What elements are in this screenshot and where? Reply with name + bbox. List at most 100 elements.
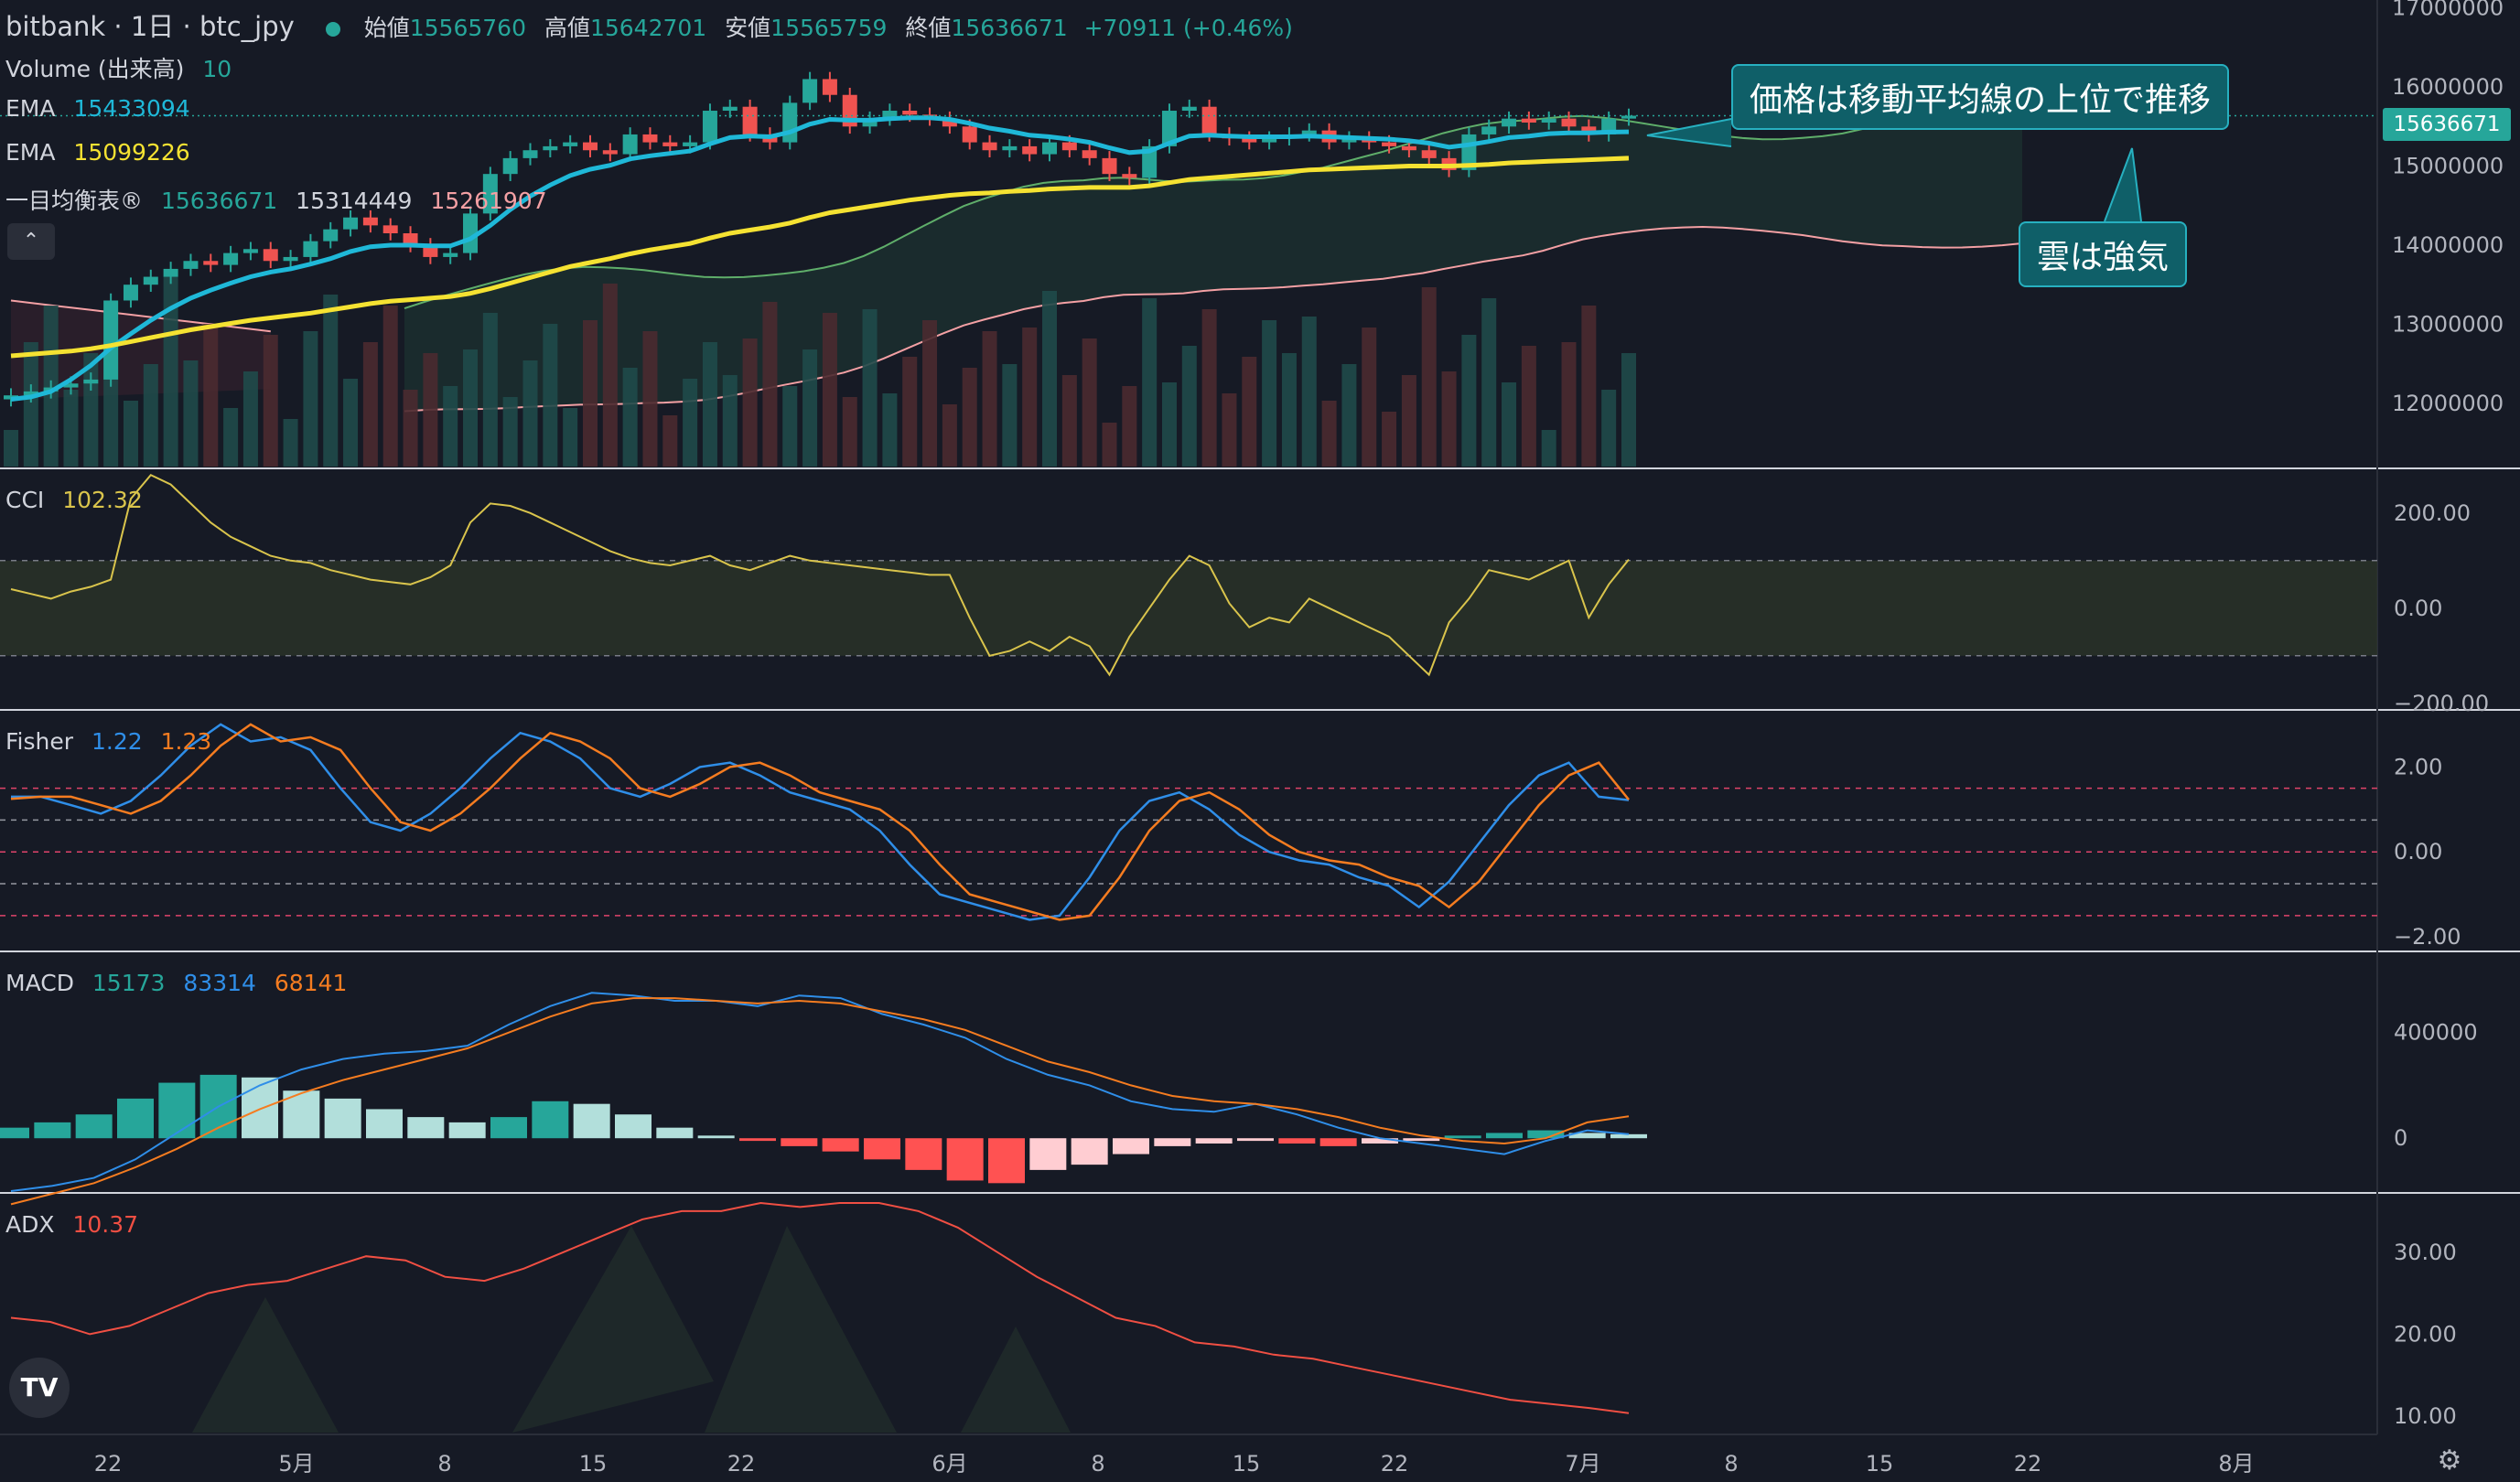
fisher-axis-label: 2.00 — [2394, 754, 2442, 779]
candle-body — [1082, 150, 1097, 158]
volume-bar — [323, 295, 339, 467]
open-label: 始値 — [363, 15, 410, 41]
candle-body — [263, 249, 278, 262]
volume-bar — [722, 375, 738, 467]
macd-histogram-bar — [117, 1098, 154, 1139]
volume-bar — [1541, 430, 1556, 467]
legend-macd[interactable]: MACD 15173 83314 68141 — [5, 970, 347, 996]
legend-ema-fast[interactable]: EMA 15433094 — [5, 95, 190, 122]
legend-cci[interactable]: CCI 102.32 — [5, 487, 143, 513]
ema-slow-label: EMA — [5, 139, 56, 166]
collapse-legend-button[interactable]: ⌃ — [7, 223, 55, 260]
candle-body — [522, 150, 538, 158]
macd-value-3: 68141 — [274, 970, 348, 996]
candle-body — [203, 261, 219, 265]
macd-histogram-bar — [1113, 1138, 1149, 1154]
candle-body — [242, 249, 258, 253]
cci-axis-label: 200.00 — [2394, 500, 2471, 526]
header-line: bitbank · 1日 · btc_jpy 始値15565760 高値1564… — [5, 5, 1293, 44]
volume-bar — [1502, 382, 1517, 467]
macd-histogram-bar — [739, 1138, 776, 1142]
change-value: +70911 (+0.46%) — [1083, 15, 1293, 41]
candle-body — [103, 300, 119, 380]
ichimoku-cloud-bullish — [404, 91, 2022, 412]
callout-cloud-bullish[interactable]: 雲は強気 — [2019, 221, 2188, 287]
legend-fisher[interactable]: Fisher 1.22 1.23 — [5, 728, 211, 755]
volume-bar — [683, 379, 698, 467]
macd-histogram-bar — [1403, 1138, 1440, 1142]
fisher-value-2: 1.23 — [160, 728, 212, 755]
macd-signal-line — [10, 997, 1630, 1206]
candle-body — [822, 79, 837, 95]
volume-bar — [283, 419, 298, 467]
macd-histogram-bar — [946, 1138, 984, 1181]
candle-body — [1401, 145, 1416, 151]
callout-price-above-ma[interactable]: 価格は移動平均線の上位で推移 — [1731, 64, 2230, 130]
fisher-trigger-line — [10, 723, 1630, 921]
time-axis-label: 6月 — [932, 1451, 967, 1477]
time-axis-label: 22 — [727, 1451, 756, 1477]
volume-bar — [1461, 335, 1477, 467]
legend-volume[interactable]: Volume (出来高) 10 — [5, 51, 232, 84]
fisher-axis-label: 0.00 — [2394, 839, 2442, 864]
volume-bar — [1281, 353, 1297, 467]
volume-bar — [942, 404, 957, 467]
symbol-line: bitbank · 1日 · btc_jpy — [5, 11, 295, 42]
candle-body — [582, 142, 598, 151]
candle-body — [862, 118, 878, 127]
candle-body — [662, 142, 678, 146]
volume-bar — [63, 390, 79, 467]
price-axis-label: 17000000 — [2392, 0, 2504, 21]
ema-fast-line — [10, 115, 1630, 402]
volume-bar — [183, 360, 199, 467]
volume-bar — [1122, 386, 1137, 467]
macd-histogram-bar — [573, 1103, 610, 1139]
legend-adx[interactable]: ADX 10.37 — [5, 1211, 138, 1238]
time-axis-label: 5月 — [278, 1451, 314, 1477]
macd-histogram-bar — [697, 1135, 735, 1139]
cci-axis-label: −200.00 — [2394, 691, 2489, 716]
candle-body — [882, 111, 898, 119]
macd-value-1: 15173 — [92, 970, 166, 996]
macd-histogram-bar — [1527, 1130, 1565, 1139]
legend-ema-slow[interactable]: EMA 15099226 — [5, 139, 190, 166]
volume-bar — [563, 408, 578, 467]
cci-label: CCI — [5, 487, 45, 513]
open-value: 15565760 — [409, 15, 526, 41]
time-axis-label: 8 — [1091, 1451, 1104, 1477]
macd-histogram-bar — [822, 1138, 859, 1152]
adx-line — [10, 1201, 1630, 1414]
legend-ichimoku[interactable]: 一目均衡表® 15636671 15314449 15261907 — [5, 183, 547, 216]
candle-body — [1201, 106, 1217, 134]
candle-body — [722, 106, 738, 112]
time-axis-label: 22 — [2014, 1451, 2042, 1477]
volume-bar — [1002, 364, 1018, 467]
tradingview-logo-icon[interactable]: TV — [9, 1358, 70, 1418]
ichimoku-span-a — [404, 90, 2023, 310]
volume-bar — [782, 386, 798, 467]
volume-bar — [662, 415, 678, 467]
volume-bar — [423, 353, 438, 467]
settings-icon[interactable]: ⚙ — [2437, 1444, 2462, 1477]
time-axis-label: 8月 — [2218, 1451, 2254, 1477]
volume-bar — [1242, 357, 1257, 467]
volume-bar — [1161, 382, 1177, 467]
volume-bar — [1201, 309, 1217, 467]
volume-bar — [1521, 346, 1536, 467]
candle-body — [942, 118, 957, 127]
candle-body — [1421, 150, 1437, 158]
candle-body — [323, 229, 339, 242]
macd-label: MACD — [5, 970, 74, 996]
adx-background-triangle — [705, 1226, 897, 1433]
volume-bar — [1561, 342, 1577, 467]
macd-histogram-bar — [781, 1138, 818, 1146]
candle-body — [782, 102, 798, 143]
volume-bar — [242, 371, 258, 467]
candle-body — [1341, 138, 1357, 143]
volume-bar — [642, 331, 658, 467]
volume-bar — [1441, 371, 1457, 467]
candle-body — [343, 217, 359, 230]
candle-body — [123, 285, 138, 301]
